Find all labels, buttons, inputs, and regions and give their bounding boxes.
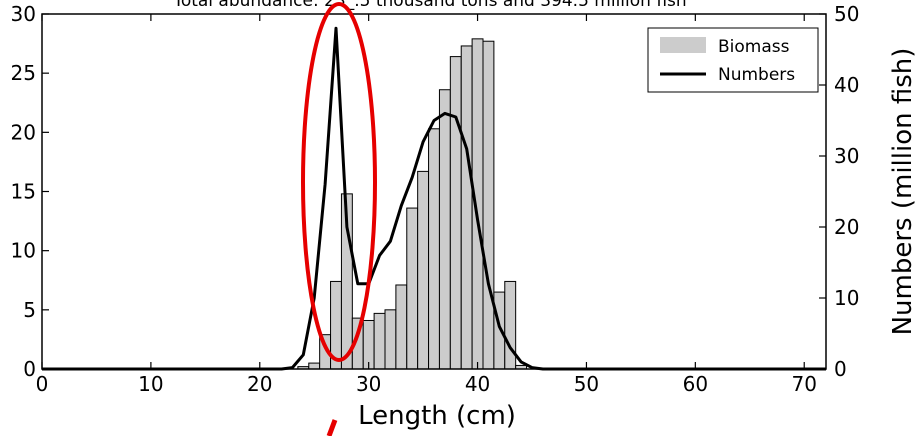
biomass-bar <box>308 362 321 370</box>
x-tick-label: 40 <box>465 372 490 396</box>
biomass-bar <box>438 89 451 370</box>
legend-label: Biomass <box>718 37 790 57</box>
y2-tick-label: 10 <box>834 286 859 310</box>
y-axis-right: 0 10 20 30 40 50 <box>819 2 859 381</box>
x-tick-label: 70 <box>791 372 816 396</box>
biomass-bar <box>362 319 375 370</box>
x-axis-label: Length (cm) <box>358 401 516 431</box>
y-tick-label: 5 <box>23 298 36 322</box>
biomass-bar <box>406 207 419 370</box>
legend-swatch-biomass <box>660 37 706 53</box>
y-tick-label: 10 <box>11 239 36 263</box>
legend-label: Numbers <box>718 65 795 85</box>
biomass-bar <box>373 312 386 370</box>
biomass-bar <box>460 45 473 370</box>
chart-title: Total abundance: 23_.5 thousand tons and… <box>172 0 686 11</box>
highlight-ellipse <box>301 2 377 362</box>
biomass-bar <box>428 128 440 370</box>
x-axis: 0 10 20 30 40 50 60 70 <box>36 14 817 396</box>
y2-axis-label: Numbers (million fish) <box>888 48 918 336</box>
plot-frame <box>41 13 827 370</box>
x-tick-label: 20 <box>247 372 272 396</box>
biomass-bar <box>504 280 517 370</box>
numbers-line-layer <box>42 26 826 371</box>
legend: Biomass Numbers <box>647 27 819 93</box>
x-tick-label: 30 <box>356 372 381 396</box>
y-tick-label: 30 <box>11 2 36 26</box>
y-tick-label: 25 <box>11 61 36 85</box>
y-tick-label: 0 <box>23 357 36 381</box>
biomass-bar <box>449 56 462 370</box>
highlight-annotation <box>301 2 377 436</box>
y2-tick-label: 20 <box>834 215 859 239</box>
biomass-bar <box>482 40 495 370</box>
y2-tick-label: 40 <box>834 73 859 97</box>
biomass-bar <box>395 284 408 370</box>
biomass-bar <box>493 291 506 370</box>
x-tick-label: 10 <box>138 372 163 396</box>
biomass-bar <box>417 170 430 370</box>
y-axis-left: 0 5 10 15 20 25 30 <box>11 2 49 381</box>
y-tick-label: 15 <box>11 180 36 204</box>
numbers-line <box>42 26 826 371</box>
y2-tick-label: 0 <box>834 357 847 381</box>
biomass-bar <box>384 309 397 370</box>
x-tick-label: 50 <box>574 372 599 396</box>
x-tick-label: 0 <box>36 372 49 396</box>
y2-tick-label: 30 <box>834 144 859 168</box>
y2-tick-label: 50 <box>834 2 859 26</box>
biomass-bars <box>297 38 528 370</box>
y-tick-label: 20 <box>11 120 36 144</box>
x-tick-label: 60 <box>683 372 708 396</box>
highlight-arrow <box>326 419 338 436</box>
